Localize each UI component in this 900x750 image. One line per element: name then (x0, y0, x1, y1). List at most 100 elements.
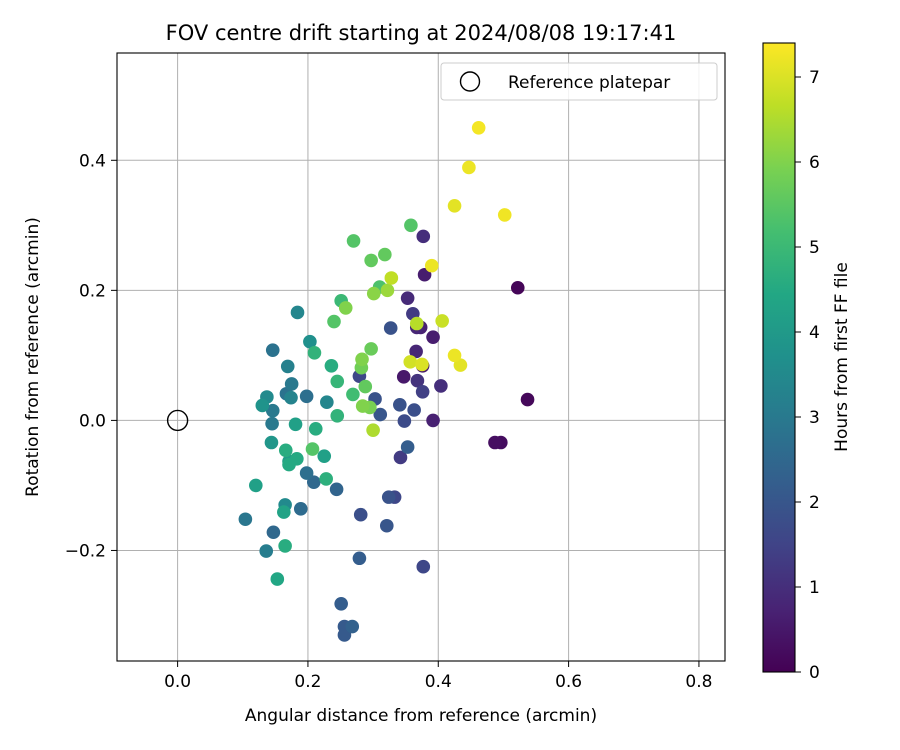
colorbar-tick-label: 6 (809, 153, 820, 173)
scatter-point (319, 472, 333, 486)
y-tick-label: 0.0 (79, 411, 106, 431)
scatter-point (393, 450, 408, 465)
scatter-point (426, 413, 440, 428)
scatter-point (265, 343, 280, 357)
colorbar-tick-label: 7 (809, 68, 820, 88)
x-axis-ticks: 0.0 0.2 0.4 0.6 0.8 (164, 661, 712, 692)
scatter-point (352, 551, 367, 566)
scatter-point (400, 291, 415, 305)
data-points (238, 120, 535, 642)
scatter-point (299, 389, 314, 404)
scatter-point (426, 330, 440, 344)
y-axis-ticks: −0.2 0.0 0.2 0.4 (65, 151, 117, 561)
scatter-point (447, 348, 462, 363)
colorbar-tick-label: 1 (809, 578, 820, 598)
scatter-point (416, 559, 431, 574)
scatter-point (284, 390, 298, 405)
scatter-point (327, 314, 341, 329)
scatter-point (497, 208, 512, 222)
colorbar-tick-label: 3 (809, 408, 820, 428)
scatter-point (307, 345, 322, 360)
x-tick-label: 0.8 (685, 672, 712, 692)
scatter-point (409, 316, 424, 331)
scatter-point (424, 258, 439, 273)
scatter-point (520, 392, 535, 407)
scatter-point (293, 502, 308, 516)
scatter-point (278, 539, 292, 553)
scatter-point (290, 305, 305, 320)
scatter-point (403, 355, 418, 369)
scatter-point (400, 440, 415, 454)
colorbar-ticks: 0 1 2 3 4 5 6 7 (795, 68, 820, 683)
scatter-point (264, 435, 279, 450)
grid (117, 53, 725, 661)
scatter-point (290, 451, 304, 466)
legend-box (440, 62, 718, 101)
scatter-point (415, 357, 429, 372)
colorbar-tick-label: 4 (809, 323, 820, 343)
scatter-point (317, 449, 332, 463)
scatter-point (396, 370, 411, 384)
scatter-point (510, 280, 525, 295)
scatter-point (284, 377, 299, 391)
scatter-point (364, 342, 378, 356)
scatter-point (380, 283, 395, 298)
scatter-point (265, 416, 279, 431)
colorbar-tick-label: 0 (809, 663, 820, 683)
scatter-point (435, 314, 449, 328)
scatter-point (266, 525, 281, 540)
x-tick-label: 0.6 (555, 672, 582, 692)
x-tick-label: 0.4 (425, 672, 452, 692)
legend-marker-icon (459, 71, 481, 92)
scatter-point (299, 466, 314, 480)
scatter-point (308, 422, 323, 436)
reference-platepar-marker (166, 409, 189, 432)
scatter-point (416, 229, 431, 244)
colorbar: 0 1 2 3 4 5 6 7 Hours from first FF file (762, 42, 852, 683)
scatter-point (307, 475, 321, 489)
scatter-point (353, 507, 368, 522)
scatter-point (383, 321, 398, 335)
scatter-point (488, 435, 502, 450)
y-tick-label: −0.2 (65, 541, 106, 561)
scatter-point (393, 397, 407, 412)
scatter-point (434, 379, 448, 393)
scatter-point (288, 417, 303, 432)
scatter-point (305, 442, 320, 456)
x-axis-label: Angular distance from reference (arcmin) (245, 706, 597, 726)
x-tick-label: 0.2 (294, 672, 321, 692)
scatter-point (329, 482, 344, 497)
scatter-point (277, 505, 291, 519)
scatter-point (330, 374, 345, 389)
scatter-point (364, 253, 378, 268)
legend-entry-reference-platepar: Reference platepar (508, 73, 670, 93)
scatter-point (320, 395, 334, 409)
scatter-point (324, 358, 339, 373)
scatter-point (404, 218, 418, 233)
scatter-point (265, 403, 280, 418)
chart-title: FOV centre drift starting at 2024/08/08 … (166, 21, 677, 45)
scatter-point (238, 512, 253, 527)
scatter-point (415, 384, 430, 399)
colorbar-label: Hours from first FF file (832, 262, 852, 452)
y-axis-label: Rotation from reference (arcmin) (23, 217, 43, 497)
scatter-point (471, 120, 486, 135)
scatter-point (373, 407, 388, 422)
scatter-point (409, 344, 423, 359)
scatter-point (381, 490, 396, 504)
y-tick-label: 0.2 (79, 281, 106, 301)
scatter-point (407, 403, 421, 417)
scatter-point (278, 443, 293, 458)
colorbar-tick-label: 2 (809, 493, 820, 513)
y-tick-label: 0.4 (79, 151, 106, 171)
scatter-point (303, 334, 317, 349)
scatter-point (378, 247, 392, 262)
scatter-point (345, 619, 360, 634)
colorbar-gradient (762, 42, 796, 673)
scatter-point (346, 234, 361, 248)
scatter-point (259, 544, 274, 558)
scatter-point (462, 160, 476, 175)
scatter-point (330, 409, 345, 423)
scatter-point (255, 398, 270, 413)
